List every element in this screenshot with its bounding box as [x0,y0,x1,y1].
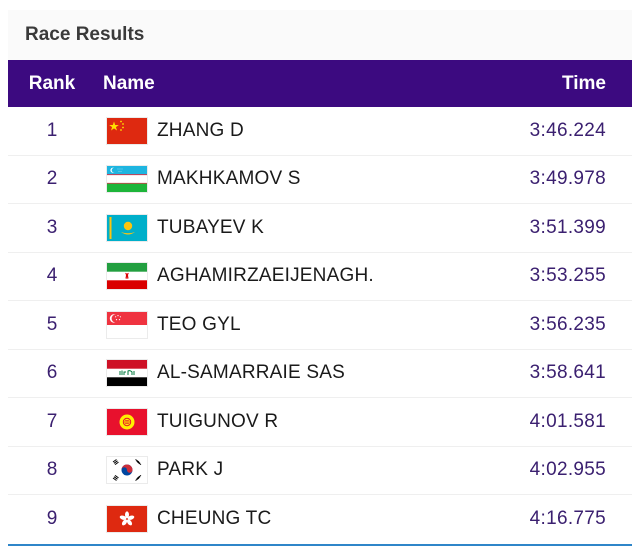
kyrgyzstan-flag-icon [107,408,147,435]
results-table-body: 1 ZHANG D 3:46.224 2 [8,107,632,544]
result-time: 3:58.641 [529,362,606,384]
result-time: 3:53.255 [529,265,606,287]
singapore-flag-icon [107,311,147,338]
south-korea-flag-icon [107,457,147,484]
table-row[interactable]: 6 AL-SAMARRAIE SAS 3:58.641 [8,350,632,398]
rank-cell: 3 [46,216,58,238]
table-row[interactable]: 4 AGHAMIRZAEIJENAGH. 3:53.255 [8,253,632,301]
athlete-name: PARK J [157,459,224,481]
table-row[interactable]: 8 PARK J 4:02.955 [8,447,632,495]
table-row[interactable]: 3 TUBAYEV K 3:51.399 [8,204,632,253]
athlete-name: ZHANG D [157,119,244,141]
kazakhstan-flag-icon [107,214,147,241]
table-row[interactable]: 7 TUIGUNOV R 4:01.581 [8,398,632,447]
header-time: Time [561,73,606,94]
bottom-rule [8,544,632,546]
rank-cell: 4 [46,265,58,287]
china-flag-icon [107,117,147,144]
rank-cell: 6 [46,362,58,384]
table-row[interactable]: 9 CHEUNG TC 4:16.775 [8,495,632,544]
table-row[interactable]: 1 ZHANG D 3:46.224 [8,107,632,156]
rank-cell: 5 [46,313,58,335]
result-time: 3:49.978 [529,168,606,190]
result-time: 4:16.775 [529,508,606,530]
table-header: Rank Name Time [8,60,632,107]
athlete-name: AL-SAMARRAIE SAS [157,362,345,384]
result-time: 3:51.399 [529,216,606,238]
iran-flag-icon [107,263,147,290]
athlete-name: CHEUNG TC [157,508,272,530]
rank-cell: 9 [46,508,58,530]
athlete-name: TUIGUNOV R [157,410,279,432]
table-row[interactable]: 5 TEO GYL 3:56.235 [8,301,632,350]
race-results-card: Race Results Rank Name Time 1 ZHANG D 3:… [8,10,632,546]
athlete-name: MAKHKAMOV S [157,168,301,190]
athlete-name: TEO GYL [157,313,241,335]
iraq-flag-icon [107,360,147,387]
result-time: 4:02.955 [529,459,606,481]
header-rank: Rank [28,73,76,94]
result-time: 3:56.235 [529,313,606,335]
rank-cell: 2 [46,168,58,190]
hong-kong-flag-icon [107,506,147,533]
uzbekistan-flag-icon [107,166,147,193]
result-time: 4:01.581 [529,410,606,432]
athlete-name: TUBAYEV K [157,216,265,238]
table-row[interactable]: 2 MAKHKAMOV S 3:49.978 [8,156,632,204]
header-name: Name [103,73,155,94]
rank-cell: 8 [46,459,58,481]
rank-cell: 7 [46,410,58,432]
athlete-name: AGHAMIRZAEIJENAGH. [157,265,374,287]
result-time: 3:46.224 [529,119,606,141]
card-title: Race Results [8,10,632,60]
rank-cell: 1 [46,119,58,141]
